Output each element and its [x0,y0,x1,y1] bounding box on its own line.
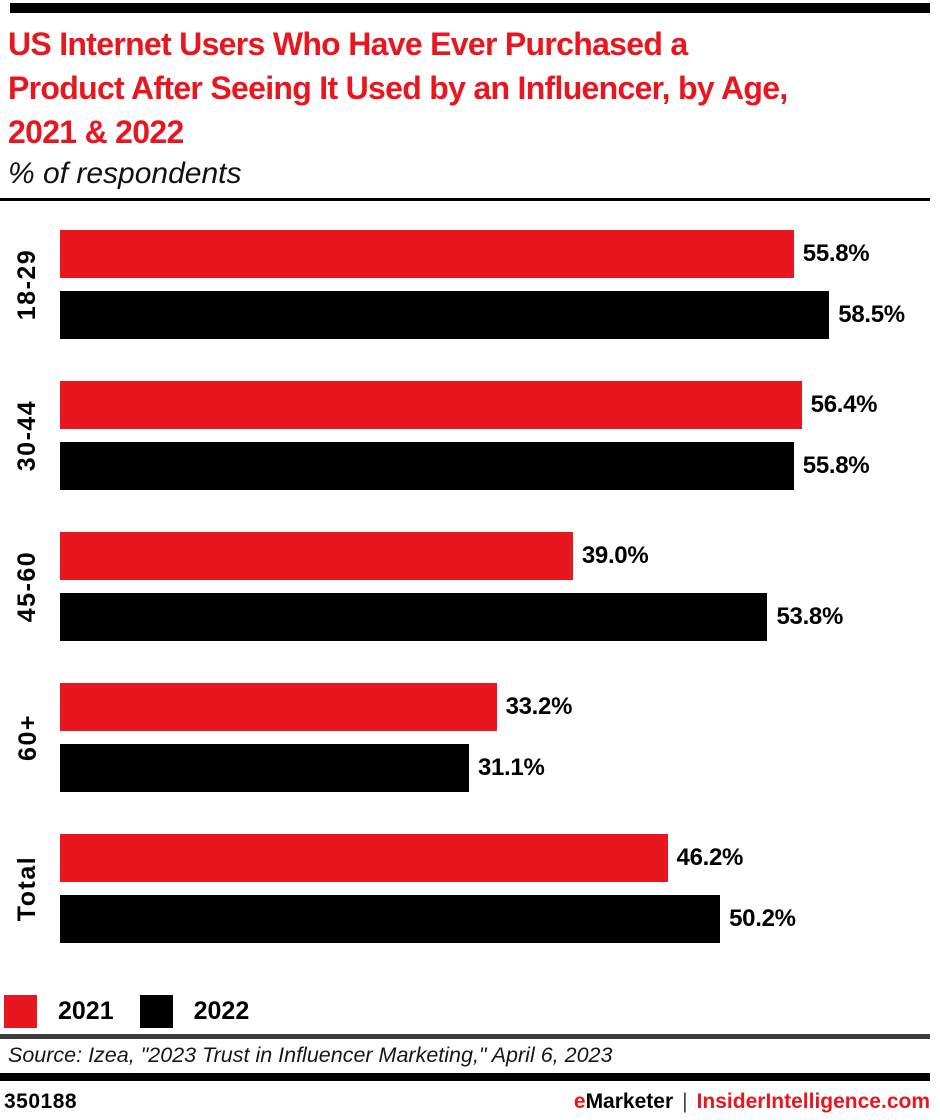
page-title-line-2: Product After Seeing It Used by an Influ… [8,70,788,106]
brand-pipe: | [682,1090,688,1113]
page-title-line-1: US Internet Users Who Have Ever Purchase… [8,26,688,62]
category-label: 45-60 [13,550,42,623]
legend-item-2022: 2022 [139,995,250,1028]
bar-chart: 18-29 55.8% 58.5% 30-44 56.4% 55.8% 45-60 39.0%… [0,230,940,943]
bar-2022 [60,442,794,490]
legend-swatch-2021 [4,995,37,1028]
category-label: Total [13,855,42,922]
legend-label-2022: 2022 [193,997,250,1025]
brand-emarketer-rest: Marketer [585,1090,674,1113]
source-divider [0,1034,930,1039]
legend-swatch-2022 [139,995,173,1028]
bar-group: 45-60 39.0% 53.8% [0,532,940,641]
value-label: 56.4% [810,391,878,418]
bar-2022 [60,291,830,339]
chart-header: US Internet Users Who Have Ever Purchase… [0,13,940,194]
bar-group: Total 46.2% 50.2% [0,834,940,943]
chart-legend: 2021 2022 [0,995,940,1028]
footer-divider [0,1073,930,1081]
legend-item-2021: 2021 [4,995,114,1028]
bar-2021 [60,532,573,580]
value-label: 53.8% [776,603,844,630]
bar-group: 30-44 56.4% 55.8% [0,381,940,490]
category-label: 18-29 [13,248,42,321]
brand-lockup: eMarketer | InsiderIntelligence.com [574,1090,930,1114]
chart-subtitle: % of respondents [8,157,242,190]
brand-site-url: InsiderIntelligence.com [696,1090,930,1113]
bar-group: 60+ 33.2% 31.1% [0,683,940,792]
bar-2022 [60,744,469,792]
page-title-line-3: 2021 & 2022 [8,114,184,150]
category-label: 30-44 [13,399,42,472]
legend-label-2021: 2021 [58,997,114,1025]
value-label: 55.8% [802,452,870,479]
chart-id: 350188 [4,1090,78,1113]
top-accent-bar [10,3,930,13]
value-label: 58.5% [838,301,905,328]
value-label: 31.1% [477,754,545,781]
source-note: Source: Izea, "2023 Trust in Influencer … [8,1043,613,1067]
value-label: 55.8% [802,240,870,267]
value-label: 33.2% [505,693,573,720]
footer: 350188 eMarketer | InsiderIntelligence.com [0,1090,940,1114]
brand-emarketer-e: e [573,1090,586,1113]
bar-2022 [60,593,768,641]
bar-2021 [60,683,497,731]
header-divider [0,198,930,201]
bar-2022 [60,895,721,943]
category-label: 60+ [13,714,42,761]
value-label: 46.2% [676,844,744,871]
bar-2021 [60,834,668,882]
value-label: 50.2% [729,905,796,932]
value-label: 39.0% [581,542,649,569]
bar-group: 18-29 55.8% 58.5% [0,230,940,339]
bar-2021 [60,230,794,278]
bar-2021 [60,381,802,429]
